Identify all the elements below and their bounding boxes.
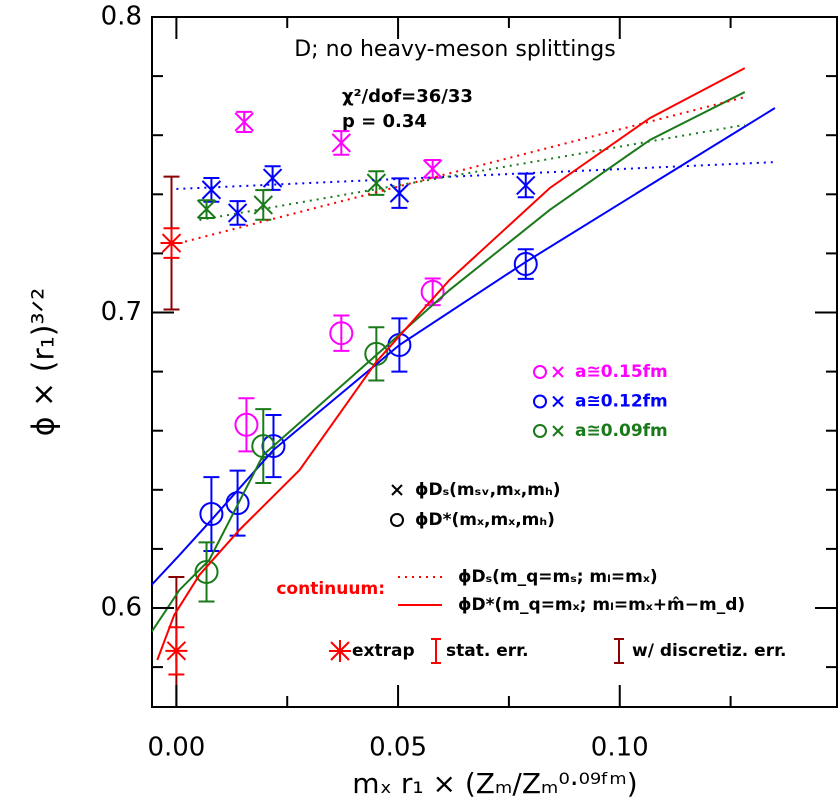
point bbox=[262, 168, 283, 188]
error-bar bbox=[333, 314, 350, 352]
legend-symbol bbox=[533, 365, 547, 379]
y-tick-label: 0.6 bbox=[101, 593, 142, 623]
marker-circle bbox=[199, 502, 224, 527]
legend-symbol bbox=[329, 640, 351, 662]
point bbox=[513, 252, 538, 277]
legend-label: w/ discretiz. err. bbox=[632, 641, 787, 661]
point bbox=[234, 412, 259, 437]
legend-label: ϕDₛ(mₛᵥ,mₓ,mₕ) bbox=[415, 480, 560, 500]
point bbox=[253, 195, 273, 215]
point bbox=[516, 175, 536, 196]
point bbox=[331, 133, 352, 153]
annotation: p = 0.34 bbox=[342, 111, 427, 132]
point bbox=[165, 639, 188, 662]
marker-stroke bbox=[389, 183, 410, 203]
legend-label: ϕDₛ(m_q=mₛ; mₗ=mₓ) bbox=[458, 567, 658, 587]
x-tick-label: 0.05 bbox=[369, 733, 427, 763]
point bbox=[194, 559, 219, 584]
legend-symbol bbox=[552, 425, 564, 437]
error-bar bbox=[517, 248, 534, 280]
marker-stroke bbox=[253, 195, 273, 215]
marker-stroke bbox=[552, 395, 564, 408]
marker-stroke bbox=[262, 168, 283, 188]
legend-label: a≅0.12fm bbox=[575, 392, 668, 412]
legend-label: ϕD*(m_q=mₓ; mₗ=mₓ+m̂−m_d) bbox=[458, 595, 745, 615]
marker-stroke bbox=[552, 366, 564, 378]
fit-line bbox=[199, 123, 745, 221]
y-tick-label: 0.7 bbox=[101, 297, 142, 327]
continuum-label: continuum: bbox=[276, 579, 385, 599]
marker-stroke bbox=[552, 425, 564, 437]
point bbox=[227, 203, 248, 223]
annotation: χ²/dof=36/33 bbox=[342, 86, 473, 107]
legend-symbol bbox=[391, 484, 403, 496]
legend-symbol bbox=[552, 395, 564, 408]
error-bar bbox=[198, 541, 215, 603]
y-axis-label: ϕ × (r₁)³ᐟ² bbox=[27, 288, 62, 437]
error-bar bbox=[238, 397, 255, 453]
legend-label: extrap bbox=[352, 641, 415, 661]
marker-stroke bbox=[422, 159, 443, 179]
fit-line bbox=[176, 161, 775, 190]
fit-line bbox=[171, 96, 746, 247]
marker-stroke bbox=[331, 133, 352, 153]
point bbox=[199, 502, 224, 527]
marker-circle bbox=[234, 412, 259, 437]
marker-stroke bbox=[516, 175, 536, 196]
y-tick-label: 0.8 bbox=[101, 2, 142, 32]
point bbox=[201, 180, 222, 200]
x-tick-label: 0.10 bbox=[591, 733, 649, 763]
marker-stroke bbox=[201, 180, 222, 200]
marker-circle bbox=[329, 321, 354, 346]
fit-line bbox=[156, 67, 746, 661]
point bbox=[196, 199, 217, 219]
marker-stroke bbox=[234, 112, 254, 132]
point bbox=[234, 112, 254, 132]
fit-line bbox=[152, 91, 746, 633]
point bbox=[366, 173, 387, 193]
x-tick-label: 0.00 bbox=[147, 733, 205, 763]
plot-frame bbox=[151, 16, 838, 708]
legend-symbol bbox=[533, 394, 547, 409]
point bbox=[329, 321, 354, 346]
legend-symbol bbox=[552, 366, 564, 378]
marker-stroke bbox=[227, 203, 248, 223]
legend-label: a≅0.15fm bbox=[575, 362, 668, 382]
fit-line bbox=[152, 107, 776, 586]
legend-label: stat. err. bbox=[446, 641, 529, 661]
legend-symbol bbox=[533, 424, 547, 438]
x-axis-label: mₓ r₁ × (Zₘ/Zₘ⁰·⁰⁹ᶠᵐ) bbox=[352, 767, 637, 800]
legend-label: a≅0.09fm bbox=[575, 421, 668, 441]
plot-area bbox=[152, 67, 776, 707]
point bbox=[422, 159, 443, 179]
marker-stroke bbox=[366, 173, 387, 193]
marker-circle bbox=[194, 559, 219, 584]
legend-label: ϕD*(mₓ,mₓ,mₕ) bbox=[415, 510, 555, 530]
legend-symbol bbox=[390, 513, 404, 527]
point bbox=[420, 279, 445, 304]
marker-stroke bbox=[196, 199, 217, 219]
marker-circle bbox=[420, 279, 445, 304]
chart-title: D; no heavy-meson splittings bbox=[294, 37, 616, 62]
marker-circle bbox=[513, 252, 538, 277]
error-bar bbox=[255, 408, 272, 485]
